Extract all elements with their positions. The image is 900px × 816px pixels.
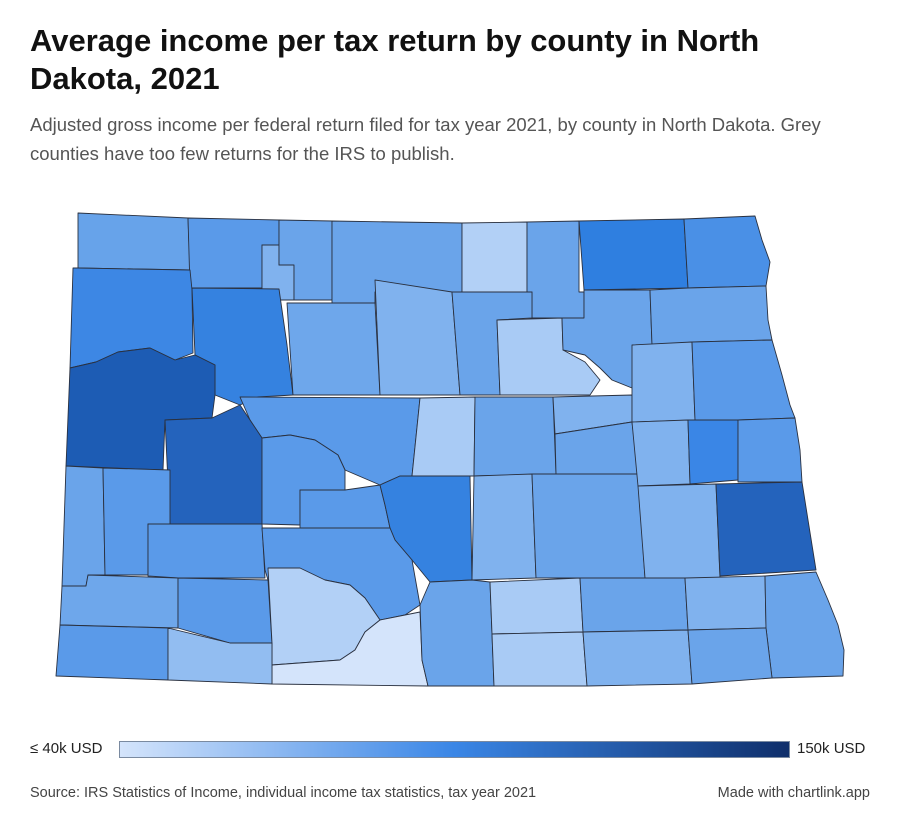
county-region[interactable] [684, 575, 767, 631]
credit-link[interactable]: Made with chartlink.app [717, 785, 870, 801]
county-region[interactable] [471, 473, 537, 581]
page-title: Average income per tax return by county … [30, 23, 760, 96]
county-region[interactable] [286, 302, 381, 396]
county-region[interactable] [491, 631, 588, 687]
county-region[interactable] [631, 419, 691, 487]
county-region[interactable] [531, 473, 646, 579]
county-region[interactable] [271, 611, 429, 687]
page-subtitle: Adjusted gross income per federal return… [30, 114, 821, 164]
county-region[interactable] [77, 212, 191, 271]
county-region[interactable] [167, 627, 273, 685]
county-region[interactable] [687, 419, 739, 485]
county-region[interactable] [411, 396, 476, 477]
county-region[interactable] [473, 396, 557, 477]
county-region[interactable] [147, 523, 266, 579]
legend-min-label: ≤ 40k USD [30, 740, 103, 757]
county-region[interactable] [261, 434, 346, 526]
county-region[interactable] [419, 579, 495, 687]
county-region[interactable] [299, 484, 391, 529]
county-region[interactable] [578, 218, 689, 291]
legend-color-scale [119, 741, 790, 758]
county-region[interactable] [637, 483, 721, 579]
legend-max-label: 150k USD [797, 740, 866, 757]
county-region[interactable] [579, 577, 689, 633]
county-region[interactable] [374, 279, 461, 396]
county-region[interactable] [649, 285, 773, 346]
county-region[interactable] [177, 577, 273, 644]
county-region[interactable] [461, 221, 528, 293]
county-region[interactable] [55, 624, 169, 681]
county-region[interactable] [737, 417, 803, 483]
county-region[interactable] [715, 481, 817, 577]
county-region[interactable] [526, 220, 585, 319]
county-region[interactable] [764, 571, 845, 679]
county-region[interactable] [164, 404, 263, 525]
county-region[interactable] [489, 577, 584, 635]
county-region[interactable] [631, 341, 696, 423]
source-note: Source: IRS Statistics of Income, indivi… [30, 785, 537, 801]
county-region[interactable] [61, 465, 106, 587]
county-region[interactable] [683, 215, 771, 289]
county-region[interactable] [582, 629, 693, 687]
county-region[interactable] [691, 339, 796, 421]
county-region[interactable] [687, 627, 773, 685]
